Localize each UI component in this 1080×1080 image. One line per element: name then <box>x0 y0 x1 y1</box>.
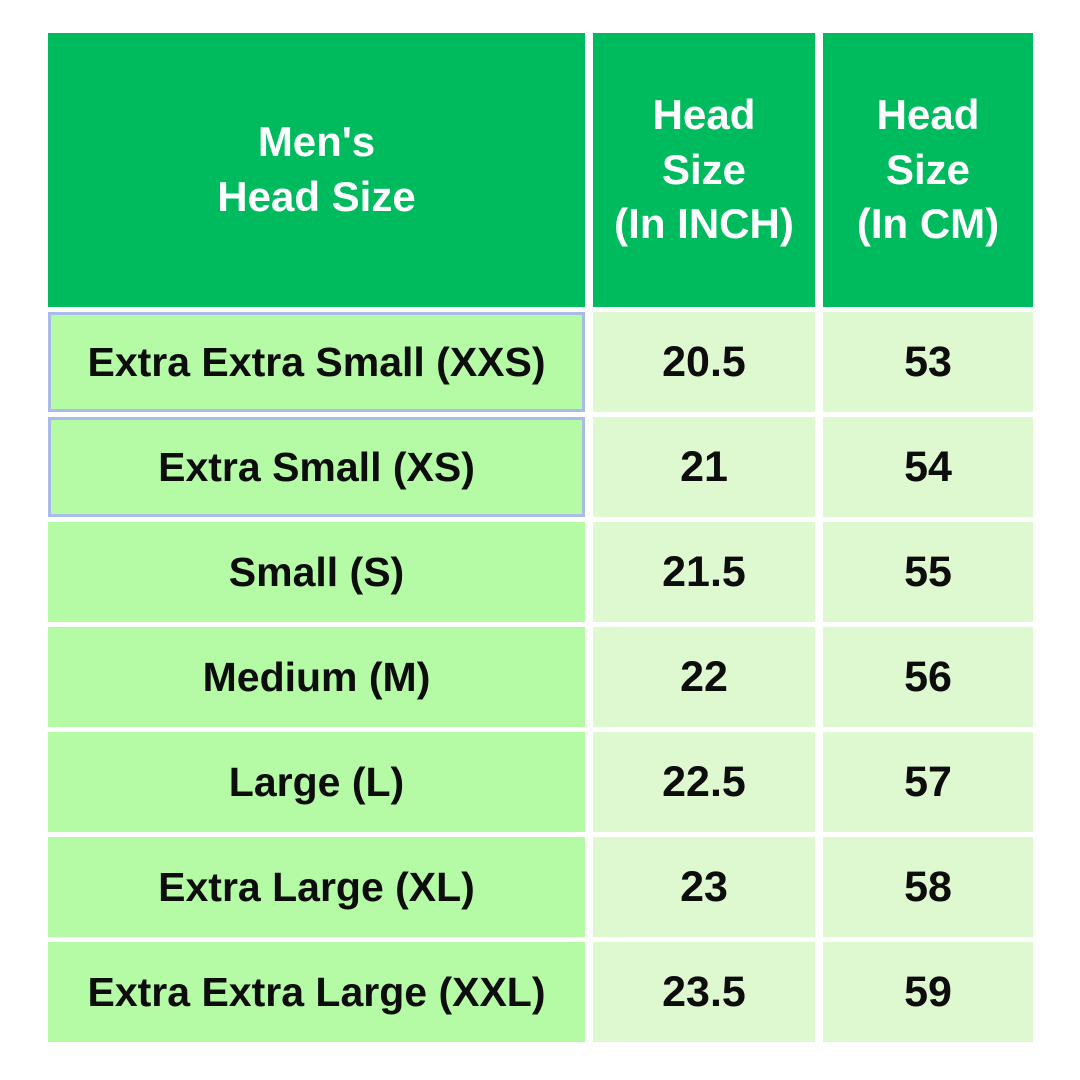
inch-value-cell: 21.5 <box>593 522 815 622</box>
header-cell-head-size-inch: Head Size (In INCH) <box>593 33 815 307</box>
inch-value-cell: 22.5 <box>593 732 815 832</box>
inch-value-cell: 21 <box>593 417 815 517</box>
cm-value-cell: 59 <box>823 942 1033 1042</box>
size-label-cell: Large (L) <box>48 732 585 832</box>
inch-value-cell: 23.5 <box>593 942 815 1042</box>
cm-value-cell: 58 <box>823 837 1033 937</box>
inch-value-cell: 22 <box>593 627 815 727</box>
header-cell-head-size-cm: Head Size (In CM) <box>823 33 1033 307</box>
size-label-cell: Extra Small (XS) <box>48 417 585 517</box>
inch-value-cell: 23 <box>593 837 815 937</box>
size-label-cell: Extra Extra Large (XXL) <box>48 942 585 1042</box>
size-label-cell: Extra Extra Small (XXS) <box>48 312 585 412</box>
inch-value-cell: 20.5 <box>593 312 815 412</box>
cm-value-cell: 57 <box>823 732 1033 832</box>
header-cell-mens-head-size: Men's Head Size <box>48 33 585 307</box>
mens-head-size-table: Men's Head Size Head Size (In INCH) Head… <box>48 33 1033 1042</box>
cm-value-cell: 55 <box>823 522 1033 622</box>
size-label-cell: Extra Large (XL) <box>48 837 585 937</box>
size-label-cell: Small (S) <box>48 522 585 622</box>
cm-value-cell: 53 <box>823 312 1033 412</box>
cm-value-cell: 56 <box>823 627 1033 727</box>
size-label-cell: Medium (M) <box>48 627 585 727</box>
cm-value-cell: 54 <box>823 417 1033 517</box>
